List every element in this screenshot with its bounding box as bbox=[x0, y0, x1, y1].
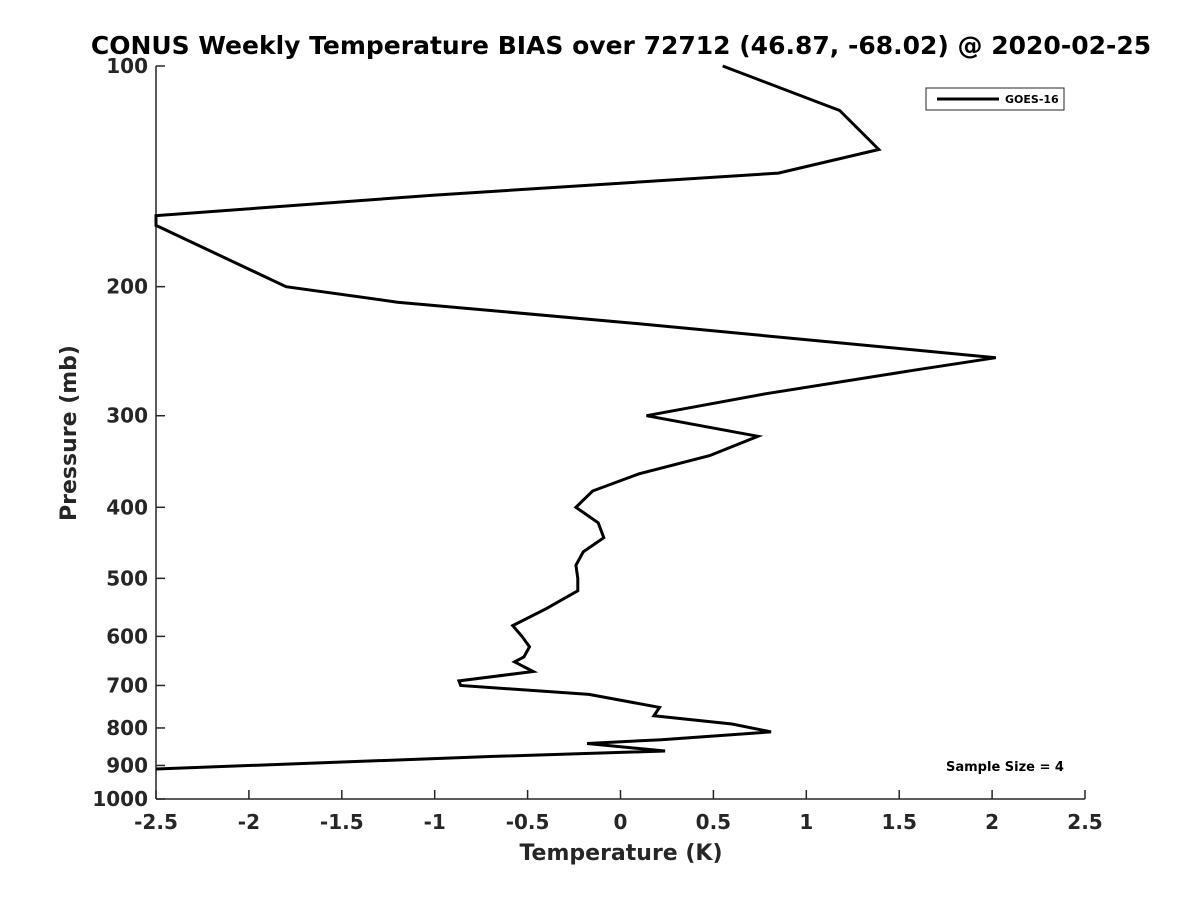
series-line-0 bbox=[154, 64, 997, 771]
y-tick-label: 900 bbox=[106, 753, 148, 777]
y-axis-label: Pressure (mb) bbox=[57, 345, 82, 521]
x-tick-label: -0.5 bbox=[506, 810, 550, 834]
y-tick-label: 300 bbox=[106, 404, 148, 428]
series-layer bbox=[154, 64, 997, 771]
chart-title: CONUS Weekly Temperature BIAS over 72712… bbox=[91, 31, 1151, 60]
x-tick-label: -2.5 bbox=[134, 810, 178, 834]
sample-size-annotation: Sample Size = 4 bbox=[946, 760, 1064, 775]
x-axis-ticks: -2.5 -2 -1.5 -1 -0.5 0 0.5 1 1.5 2 2.5 bbox=[134, 790, 1103, 834]
y-tick-label: 1000 bbox=[92, 787, 148, 811]
y-tick-label: 500 bbox=[106, 566, 148, 590]
y-tick-label: 800 bbox=[106, 716, 148, 740]
plot-area-frame bbox=[156, 66, 1085, 799]
y-tick-label: 600 bbox=[106, 624, 148, 648]
y-tick-label: 100 bbox=[106, 54, 148, 78]
y-tick-label: 700 bbox=[106, 673, 148, 697]
x-tick-label: 0 bbox=[614, 810, 628, 834]
legend-label: GOES-16 bbox=[1005, 93, 1059, 106]
y-axis-ticks: 100 200 300 400 500 600 700 800 900 1000 bbox=[92, 54, 165, 811]
x-tick-label: -2 bbox=[238, 810, 260, 834]
x-tick-label: 0.5 bbox=[696, 810, 731, 834]
y-tick-label: 400 bbox=[106, 495, 148, 519]
x-tick-label: 2.5 bbox=[1067, 810, 1102, 834]
x-tick-label: -1.5 bbox=[320, 810, 364, 834]
x-tick-label: 1.5 bbox=[881, 810, 916, 834]
legend: GOES-16 bbox=[925, 87, 1065, 111]
x-tick-label: 2 bbox=[985, 810, 999, 834]
x-tick-label: -1 bbox=[424, 810, 446, 834]
y-tick-label: 200 bbox=[106, 275, 148, 299]
x-axis-label: Temperature (K) bbox=[519, 841, 722, 866]
x-tick-label: 1 bbox=[799, 810, 813, 834]
